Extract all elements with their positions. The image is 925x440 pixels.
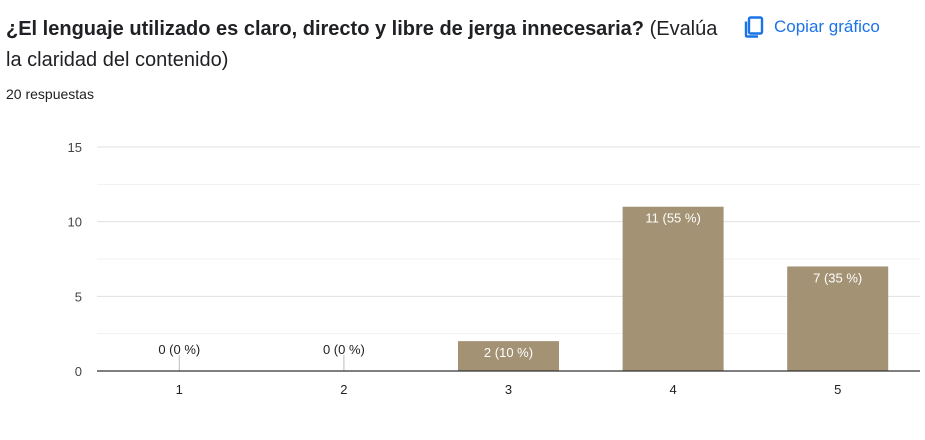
data-label-4: 11 (55 %) (645, 211, 700, 226)
x-tick-label-2: 2 (340, 382, 347, 397)
bar-3[interactable] (458, 341, 559, 371)
response-count: 20 respuestas (6, 86, 94, 102)
y-tick-label: 15 (68, 140, 82, 155)
axes: 0 5 10 15 1 2 3 4 5 (68, 140, 920, 397)
copy-chart-label: Copiar gráfico (774, 17, 880, 36)
bars (178, 206, 889, 371)
x-tick-label-4: 4 (669, 382, 676, 397)
question-title: ¿El lenguaje utilizado es claro, directo… (6, 14, 721, 76)
question-title-note: (Evalúa la claridad del contenido) (6, 18, 718, 71)
copy-icon (742, 15, 766, 39)
x-tick-label-5: 5 (834, 382, 841, 397)
question-title-main: ¿El lenguaje utilizado es claro, directo… (6, 18, 644, 40)
copy-chart-button[interactable]: Copiar gráfico (742, 12, 880, 42)
x-tick-label-1: 1 (176, 382, 183, 397)
data-label-1: 0 (0 %) (158, 342, 200, 357)
data-label-3: 2 (10 %) (484, 345, 533, 360)
bar-4[interactable] (622, 206, 724, 371)
y-tick-label: 10 (68, 215, 82, 230)
gridlines (97, 146, 920, 335)
y-tick-label: 0 (75, 364, 82, 379)
x-tick-label-3: 3 (505, 382, 512, 397)
bar-5[interactable] (787, 266, 889, 371)
data-label-2: 0 (0 %) (323, 342, 365, 357)
y-tick-label: 5 (75, 289, 82, 304)
data-label-5: 7 (35 %) (813, 270, 862, 285)
data-labels: 0 (0 %) 0 (0 %) 2 (10 %) 11 (55 %) 7 (35 %) (158, 211, 862, 360)
